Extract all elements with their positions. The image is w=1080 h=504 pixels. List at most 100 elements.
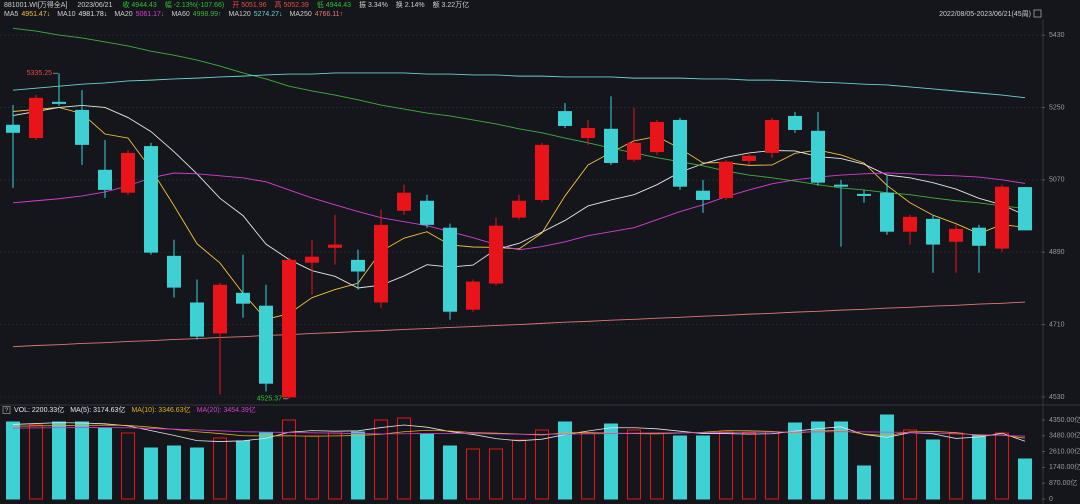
volume-bar <box>259 432 273 500</box>
candle-body <box>98 169 112 190</box>
volume-bar <box>144 447 158 500</box>
quote-field: 低 4944.43 <box>317 0 351 9</box>
candle-body <box>213 284 227 334</box>
candle-body <box>581 127 595 139</box>
volume-bar <box>673 435 687 500</box>
candle-body <box>466 281 480 310</box>
candle-body <box>420 200 434 225</box>
candle-body <box>627 142 641 160</box>
volume-bar <box>466 448 480 500</box>
volume-legend-title: VOL: 2200.33亿 <box>14 405 64 414</box>
volume-bar <box>374 419 388 500</box>
volume-bar <box>926 439 940 500</box>
candle-body <box>144 146 158 253</box>
min-label: 4525.37 <box>257 396 282 403</box>
volume-bar <box>213 437 227 500</box>
quote-field: 振 3.34% <box>359 0 388 9</box>
quote-field: 开 5051.96 <box>232 1 266 9</box>
volume-bar <box>857 465 871 500</box>
y-tick-label: 5430 <box>1049 32 1065 39</box>
quote-date: 2023/06/21 <box>77 2 112 9</box>
volume-legend-entry: MA(5): 3174.63亿 <box>70 405 125 414</box>
candle-body <box>880 192 894 232</box>
volume-bar <box>98 427 112 500</box>
candle-body <box>121 152 135 193</box>
candle-body <box>6 124 20 133</box>
candle-body <box>29 97 43 139</box>
y-tick-label: 3480.00亿 <box>1049 431 1080 440</box>
candle-body <box>742 155 756 161</box>
quote-field: 额 3.22万亿 <box>433 0 470 9</box>
legend-name: MA120 <box>229 11 251 18</box>
legend-name: MA20 <box>114 11 132 18</box>
legend-value: 4981.78↓ <box>79 11 108 18</box>
volume-bar <box>75 421 89 500</box>
legend-value: 4951.47↓ <box>21 11 50 18</box>
candle-body <box>190 302 204 337</box>
volume-bar <box>443 445 457 500</box>
candle-body <box>949 228 963 242</box>
volume-bar <box>167 445 181 500</box>
candle-body <box>673 119 687 187</box>
help-icon[interactable] <box>2 406 11 414</box>
candle-body <box>305 256 319 263</box>
legend-value: 5274.27↓ <box>254 11 283 18</box>
y-tick-label: 4530 <box>1049 394 1065 401</box>
volume-bar <box>972 434 986 500</box>
volume-bar <box>489 448 503 500</box>
candle-body <box>75 109 89 145</box>
volume-bar <box>604 423 618 500</box>
volume-bar <box>1018 458 1032 500</box>
ma-line <box>12 172 1026 251</box>
candle-body <box>857 193 871 196</box>
y-tick-label: 0 <box>1049 496 1053 503</box>
quote-field: 收 4944.43 <box>122 0 156 9</box>
candle-body <box>972 227 986 246</box>
ma-line <box>12 105 1026 289</box>
y-tick-label: 870.00亿 <box>1049 478 1077 487</box>
candle-body <box>52 101 66 104</box>
volume-legend-entry: MA(20): 3454.39亿 <box>197 405 256 414</box>
help-icon-text: ? <box>5 408 9 414</box>
volume-bar <box>742 432 756 500</box>
legend-value: 4766.11↑ <box>315 11 343 18</box>
ma-line <box>12 107 1026 320</box>
candle-body <box>259 305 273 384</box>
candle-body <box>558 111 572 126</box>
legend-value: 5061.17↓ <box>136 11 165 18</box>
legend-name: MA5 <box>4 11 19 18</box>
volume-bar <box>6 421 20 500</box>
candle-body <box>788 115 802 130</box>
candle-body <box>719 161 733 198</box>
y-tick-label: 4890 <box>1049 249 1065 256</box>
candle-body <box>926 218 940 245</box>
candle-body <box>765 119 779 153</box>
y-tick-label: 4350.00亿 <box>1049 415 1080 424</box>
candle-body <box>489 225 503 284</box>
volume-bar <box>535 429 549 500</box>
quote-field: 高 5052.39 <box>275 0 309 9</box>
instrument-code: 881001.WI[万得全A] <box>4 0 67 9</box>
y-tick-label: 5070 <box>1049 177 1065 184</box>
volume-bar <box>788 422 802 500</box>
candle-body <box>535 144 549 200</box>
volume-bar <box>880 414 894 500</box>
candle-body <box>374 224 388 303</box>
range-icon[interactable] <box>1033 9 1042 18</box>
volume-bar <box>351 431 365 500</box>
volume-bar <box>282 419 296 500</box>
candle-body <box>604 128 618 163</box>
quote-field: 换 2.14% <box>396 0 425 9</box>
volume-bar <box>627 429 641 500</box>
max-label: 5335.25 <box>27 70 52 77</box>
volume-bar <box>696 435 710 500</box>
candle-body <box>811 130 825 183</box>
candle-body <box>397 192 411 211</box>
ma-line <box>12 27 1026 209</box>
candle-body <box>351 259 365 272</box>
candle-body <box>328 244 342 248</box>
y-tick-label: 5250 <box>1049 104 1065 111</box>
candle-body <box>167 255 181 288</box>
